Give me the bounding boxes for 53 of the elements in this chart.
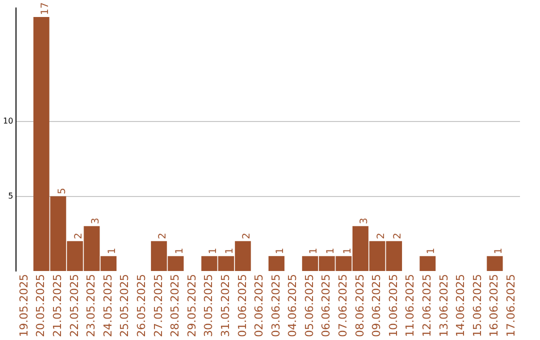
data-label: 3 [359, 218, 370, 224]
x-tick-label: 02.06.2025 [252, 274, 266, 338]
data-label: 1 [308, 248, 320, 254]
x-tick-label: 29.05.2025 [185, 274, 198, 338]
data-label: 2 [376, 232, 387, 240]
x-tick-label: 23.05.2025 [84, 274, 98, 338]
data-label: 1 [275, 248, 286, 254]
x-tick-label: 06.06.2025 [320, 274, 333, 338]
data-label: 1 [493, 248, 504, 254]
x-tick-label: 04.06.2025 [286, 274, 300, 338]
data-label: 1 [208, 248, 219, 254]
data-label: 1 [107, 248, 118, 254]
x-tick-label: 08.06.2025 [353, 274, 366, 338]
x-tick-label: 13.06.2025 [437, 274, 450, 338]
bar [268, 256, 284, 272]
x-tick-label: 05.06.2025 [302, 274, 316, 338]
data-label: 2 [392, 232, 404, 240]
data-label: 1 [325, 248, 336, 254]
x-tick-label: 26.05.2025 [134, 274, 148, 338]
data-label: 1 [342, 248, 354, 254]
data-label: 1 [174, 248, 186, 254]
x-tick-label: 09.06.2025 [370, 274, 384, 338]
data-label: 1 [426, 248, 438, 254]
x-tick-label: 24.05.2025 [101, 274, 114, 338]
x-tick-label: 30.05.2025 [202, 274, 216, 338]
x-tick-label: 01.06.2025 [236, 274, 249, 338]
x-tick-label: 31.05.2025 [218, 274, 232, 338]
x-tick-label: 25.05.2025 [118, 274, 132, 338]
data-label: 2 [74, 232, 85, 240]
x-tick-label: 21.05.2025 [51, 274, 64, 338]
x-tick-label: 10.06.2025 [386, 274, 400, 338]
x-tick-label: 11.06.2025 [404, 274, 417, 338]
x-tick-label: 15.06.2025 [470, 274, 484, 338]
x-tick-label: 14.06.2025 [454, 274, 468, 338]
x-tick-label: 22.05.2025 [68, 274, 81, 338]
x-tick-label: 27.05.2025 [152, 274, 165, 338]
data-label: 2 [241, 232, 252, 240]
data-label: 17 [40, 2, 51, 15]
data-label: 3 [90, 218, 102, 224]
data-label: 2 [158, 232, 169, 240]
data-label: 5 [56, 188, 68, 194]
x-tick-label: 16.06.2025 [488, 274, 501, 338]
x-tick-label: 03.06.2025 [269, 274, 282, 338]
x-tick-label: 17.06.2025 [504, 274, 518, 338]
x-tick-label: 28.05.2025 [168, 274, 182, 338]
bar [420, 256, 436, 272]
data-label: 1 [224, 248, 236, 254]
bar [486, 256, 503, 272]
x-tick-label: 07.06.2025 [336, 274, 350, 338]
x-tick-label: 19.05.2025 [17, 274, 30, 338]
x-tick-label: 20.05.2025 [34, 274, 48, 338]
x-tick-label: 12.06.2025 [420, 274, 434, 338]
y-tick-label: 10 [2, 116, 14, 126]
